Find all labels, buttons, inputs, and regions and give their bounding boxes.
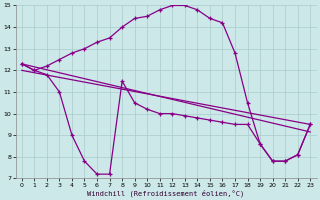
- X-axis label: Windchill (Refroidissement éolien,°C): Windchill (Refroidissement éolien,°C): [87, 189, 245, 197]
